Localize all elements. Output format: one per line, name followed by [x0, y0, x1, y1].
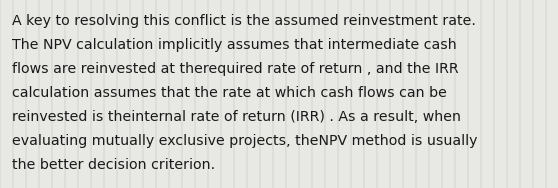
Text: evaluating mutually exclusive projects, theNPV method is usually: evaluating mutually exclusive projects, … — [12, 134, 478, 148]
Text: The NPV calculation implicitly assumes that intermediate cash: The NPV calculation implicitly assumes t… — [12, 38, 457, 52]
Text: reinvested is theinternal rate of return (IRR) . As a result, when: reinvested is theinternal rate of return… — [12, 110, 461, 124]
Text: the better decision criterion.: the better decision criterion. — [12, 158, 215, 172]
Text: flows are reinvested at therequired rate of return , and the IRR: flows are reinvested at therequired rate… — [12, 62, 459, 76]
Text: calculation assumes that the rate at which cash flows can be: calculation assumes that the rate at whi… — [12, 86, 447, 100]
Text: A key to resolving this conflict is the assumed reinvestment rate.: A key to resolving this conflict is the … — [12, 14, 476, 28]
